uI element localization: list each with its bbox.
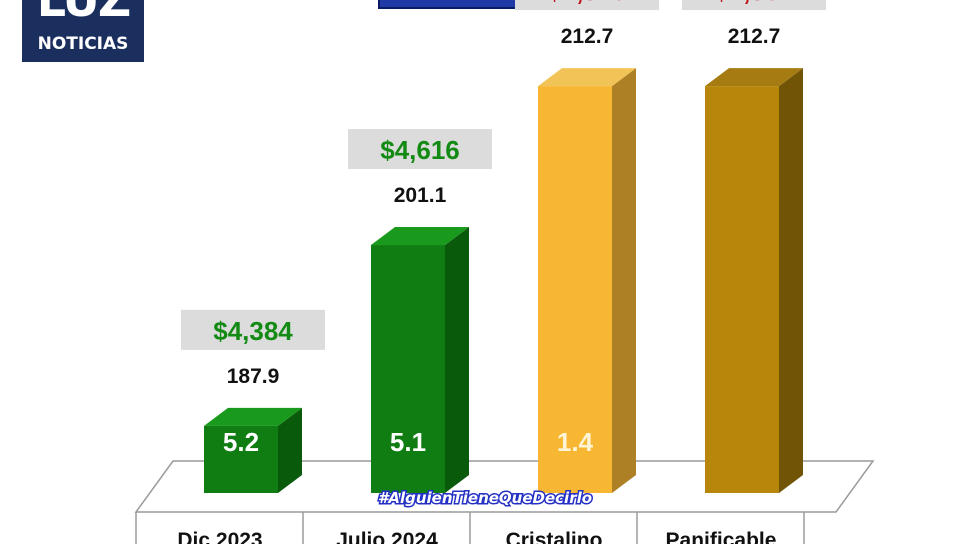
value-label-0: 187.9 [227, 365, 280, 388]
price-label-2: $4,329 [547, 0, 627, 6]
logo-mark: LUZ [36, 0, 131, 27]
bar-inner-label-1: 5.1 [390, 427, 426, 457]
bar-inner-label-2: 1.4 [557, 427, 594, 457]
value-label-2: 212.7 [561, 25, 614, 48]
price-box-1 [348, 129, 492, 170]
bar-top-1 [371, 227, 469, 246]
watermark-hashtag: #AlguienTieneQueDecirlo [378, 489, 592, 507]
chart-floor [134, 460, 875, 513]
price-label-0: $4,384 [213, 316, 293, 346]
luz-noticias-logo: LUZ NOTICIAS [22, 0, 144, 62]
bar-side-0 [278, 407, 302, 493]
bar-2 [538, 86, 612, 494]
logo-name: NOTICIAS [37, 34, 129, 54]
bar-3 [705, 86, 779, 494]
price-label-1: $4,616 [380, 135, 460, 165]
bar-top-3 [705, 68, 803, 87]
price-label-3: $4,364 [714, 0, 794, 6]
category-label-3: Panificable [666, 529, 777, 544]
bar-inner-label-0: 5.2 [223, 427, 259, 457]
bar-1 [371, 245, 445, 493]
category-label-2: Cristalino [506, 529, 603, 544]
bar-side-2 [612, 68, 636, 494]
bar-0 [204, 425, 278, 493]
bar-top-0 [204, 407, 302, 426]
bar-side-1 [445, 227, 469, 493]
category-label-0: Dic 2023 [177, 529, 262, 544]
price-box-0 [181, 309, 325, 350]
bar-side-3 [779, 68, 803, 494]
price-box-2 [515, 0, 659, 11]
value-label-1: 201.1 [394, 184, 447, 207]
value-label-3: 212.7 [728, 25, 781, 48]
bar-top-2 [538, 68, 636, 87]
category-label-1: Julio 2024 [336, 529, 438, 544]
price-box-3 [682, 0, 826, 11]
